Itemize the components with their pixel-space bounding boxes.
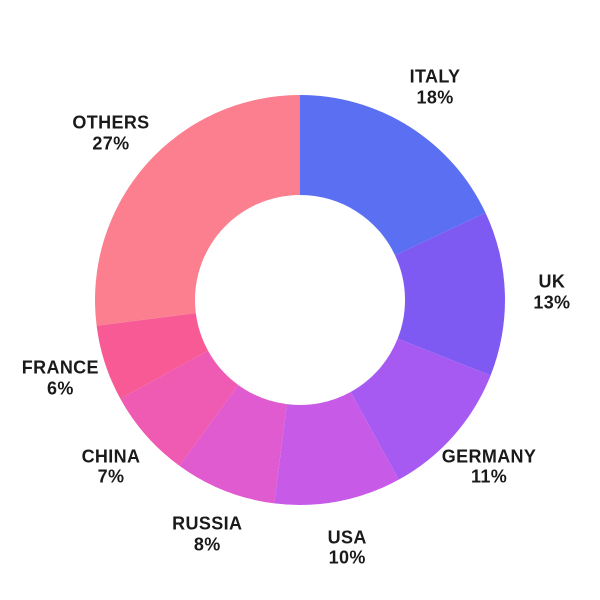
slice-label: RUSSIA8% <box>172 514 242 555</box>
slice-label-percent: 11% <box>442 467 537 488</box>
slice-label-name: CHINA <box>82 446 141 467</box>
slice-label-percent: 7% <box>82 467 141 488</box>
slice-label: CHINA7% <box>82 446 141 487</box>
slice-label: USA10% <box>328 527 367 568</box>
donut-chart-svg <box>0 0 600 600</box>
slice-label-name: UK <box>533 271 570 292</box>
slice-label-percent: 18% <box>410 87 461 108</box>
slice-label: OTHERS27% <box>72 113 149 154</box>
slice-label-name: USA <box>328 527 367 548</box>
slice-label-percent: 6% <box>22 378 99 399</box>
slice-label-name: FRANCE <box>22 357 99 378</box>
slice-label-percent: 8% <box>172 534 242 555</box>
slice-label-name: OTHERS <box>72 113 149 134</box>
slice-label: GERMANY11% <box>442 446 537 487</box>
slice-label-percent: 13% <box>533 292 570 313</box>
slice-label: FRANCE6% <box>22 357 99 398</box>
slice-label-percent: 27% <box>72 133 149 154</box>
slice-label-name: ITALY <box>410 67 461 88</box>
slice-label: UK13% <box>533 271 570 312</box>
donut-chart: ITALY18% UK13% GERMANY11% USA10% RUSSIA8% CHI… <box>0 0 600 600</box>
slice-label: ITALY18% <box>410 67 461 108</box>
slice-label-name: GERMANY <box>442 446 537 467</box>
slice-label-percent: 10% <box>328 548 367 569</box>
slice-label-name: RUSSIA <box>172 514 242 535</box>
